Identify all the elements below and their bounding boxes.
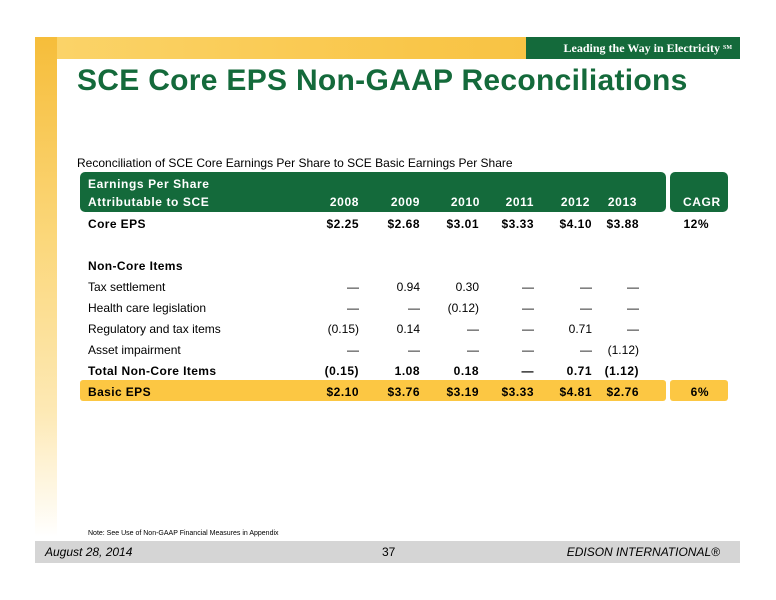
cagr-header-bar (670, 172, 728, 212)
table-cell: (1.12) (604, 364, 639, 378)
year-header: 2012 (560, 195, 590, 209)
table-cell: — (408, 343, 420, 357)
table-cell: — (522, 343, 534, 357)
table-cell: $3.19 (446, 385, 479, 399)
table-cell: — (347, 301, 359, 315)
content-panel (57, 59, 740, 537)
table-cell: — (627, 322, 639, 336)
table-cell: — (522, 301, 534, 315)
table-cell: 1.08 (394, 364, 420, 378)
year-header: 2009 (390, 195, 420, 209)
table-cell: — (627, 301, 639, 315)
table-cell: — (580, 343, 592, 357)
table-cell: — (580, 301, 592, 315)
table-subtitle: Reconciliation of SCE Core Earnings Per … (77, 156, 513, 170)
table-cell: (0.15) (327, 322, 359, 336)
left-accent-bar (35, 37, 57, 537)
core-eps-label: Core EPS (88, 217, 146, 231)
footer-date: August 28, 2014 (45, 545, 133, 559)
noncore-heading: Non-Core Items (88, 259, 183, 273)
table-cell: — (347, 280, 359, 294)
table-cell: 0.71 (566, 364, 592, 378)
table-cell: — (522, 280, 534, 294)
header-label-line2: Attributable to SCE (88, 195, 210, 209)
cagr-cell: 12% (683, 217, 709, 231)
table-cell: — (627, 280, 639, 294)
tagline-banner: Leading the Way in Electricity SM (526, 37, 740, 59)
company-name: EDISON INTERNATIONAL® (566, 545, 720, 559)
table-cell: $4.81 (559, 385, 592, 399)
year-header: 2013 (607, 195, 637, 209)
table-cell: — (408, 301, 420, 315)
cagr-header: CAGR (683, 195, 721, 209)
table-cell: (0.15) (324, 364, 359, 378)
table-cell: 0.14 (396, 322, 420, 336)
footer-bar (35, 541, 740, 563)
table-cell: 0.18 (453, 364, 479, 378)
table-cell: — (467, 343, 479, 357)
noncore-row-label: Health care legislation (88, 301, 207, 315)
table-cell: $3.33 (501, 385, 534, 399)
noncore-row-label: Asset impairment (88, 343, 181, 357)
tagline-text: Leading the Way in Electricity (563, 40, 720, 55)
year-header: 2010 (450, 195, 480, 209)
table-cell: 0.71 (568, 322, 592, 336)
year-header: 2011 (505, 195, 534, 209)
table-cell: $2.76 (606, 385, 639, 399)
year-header: 2008 (329, 195, 359, 209)
footnote: Note: See Use of Non-GAAP Financial Meas… (88, 530, 279, 537)
table-cell: — (522, 322, 534, 336)
table-cell: — (347, 343, 359, 357)
page-number: 37 (382, 545, 396, 559)
noncore-row-label: Regulatory and tax items (88, 322, 221, 336)
table-cell: $2.25 (326, 217, 359, 231)
table-cell: 0.30 (455, 280, 479, 294)
table-cell: $2.68 (387, 217, 420, 231)
basic-eps-label: Basic EPS (88, 385, 151, 399)
table-cell: (0.12) (447, 301, 479, 315)
table-cell: $4.10 (559, 217, 592, 231)
tagline-service-mark: SM (723, 45, 732, 51)
table-cell: — (580, 280, 592, 294)
noncore-row-label: Tax settlement (88, 280, 166, 294)
table-cell: $2.10 (326, 385, 359, 399)
table-cell: — (467, 322, 479, 336)
header-label-line1: Earnings Per Share (88, 177, 210, 191)
basic-eps-cagr-highlight (670, 380, 728, 401)
table-cell: (1.12) (607, 343, 639, 357)
table-cell: 0.94 (396, 280, 420, 294)
table-cell: $3.33 (501, 217, 534, 231)
table-cell: $3.01 (446, 217, 479, 231)
table-cell: — (521, 364, 534, 378)
total-noncore-label: Total Non-Core Items (88, 364, 217, 378)
cagr-cell: 6% (690, 385, 709, 399)
basic-eps-highlight (80, 380, 666, 401)
table-cell: $3.88 (606, 217, 639, 231)
table-cell: $3.76 (387, 385, 420, 399)
page-title: SCE Core EPS Non-GAAP Reconciliations (77, 64, 688, 97)
table-header-bar (80, 172, 666, 212)
